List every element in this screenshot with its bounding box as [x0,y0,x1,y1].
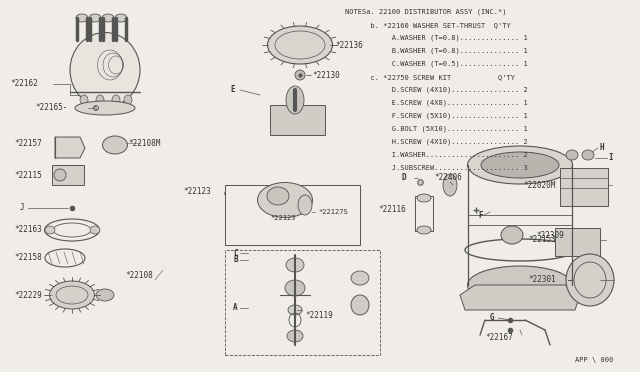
Ellipse shape [75,101,135,115]
Text: *22406: *22406 [434,173,461,183]
Text: *22127S: *22127S [318,209,348,215]
Bar [555,228,600,256]
Text: F.SCREW (5X10)................ 1: F.SCREW (5X10)................ 1 [345,113,528,119]
Text: *22115: *22115 [14,170,42,180]
Text: *22108M: *22108M [128,138,161,148]
Text: F: F [478,211,483,219]
Ellipse shape [80,95,88,105]
Text: A.WASHER (T=0.8).............. 1: A.WASHER (T=0.8).............. 1 [345,35,528,41]
Text: *22123: *22123 [270,215,296,221]
Polygon shape [460,285,580,310]
Text: b. *22160 WASHER SET-THRUST  Q'TY: b. *22160 WASHER SET-THRUST Q'TY [345,22,511,28]
Ellipse shape [76,14,88,22]
Ellipse shape [89,14,101,22]
Text: H.SCREW (4X10)................ 2: H.SCREW (4X10)................ 2 [345,139,528,145]
Ellipse shape [102,136,127,154]
Ellipse shape [501,226,523,244]
Bar [52,165,84,185]
Text: I: I [608,154,612,163]
Text: *22108: *22108 [125,270,153,279]
Ellipse shape [90,226,100,234]
Ellipse shape [96,95,104,105]
Text: *22158: *22158 [14,253,42,263]
Text: C: C [233,248,237,257]
Bar [225,250,380,355]
Text: H: H [600,144,605,153]
Ellipse shape [288,305,302,315]
Ellipse shape [582,150,594,160]
Text: D.SCREW (4X10)................ 2: D.SCREW (4X10)................ 2 [345,87,528,93]
Text: *22301: *22301 [528,276,556,285]
Ellipse shape [70,32,140,108]
Ellipse shape [112,95,120,105]
Text: *22309: *22309 [536,231,564,240]
Text: *22162: *22162 [10,80,38,89]
Text: E.SCREW (4X8)................. 1: E.SCREW (4X8)................. 1 [345,100,528,106]
Text: G: G [490,314,495,323]
Text: B: B [233,256,237,264]
Text: *22020M: *22020M [524,180,556,189]
Text: D: D [402,173,406,183]
Ellipse shape [286,258,304,272]
Ellipse shape [351,295,369,315]
Text: I.WASHER...................... 2: I.WASHER...................... 2 [345,152,528,158]
Text: NOTESa. 22100 DISTRIBUTOR ASSY (INC.*): NOTESa. 22100 DISTRIBUTOR ASSY (INC.*) [345,9,506,15]
Ellipse shape [102,14,114,22]
Ellipse shape [467,146,573,184]
Text: c. *22750 SCREW KIT           Q'TY: c. *22750 SCREW KIT Q'TY [345,74,515,80]
Text: E: E [230,86,235,94]
Ellipse shape [295,70,305,80]
Text: J.SUBSCREW.................... 3: J.SUBSCREW.................... 3 [345,165,528,171]
Text: *22136: *22136 [335,41,363,49]
Text: *22229: *22229 [14,291,42,299]
Ellipse shape [287,330,303,342]
Ellipse shape [566,254,614,306]
Bar [415,196,433,231]
Ellipse shape [467,266,573,304]
Text: *22123: *22123 [183,187,211,196]
Ellipse shape [417,194,431,202]
Ellipse shape [124,95,132,105]
Ellipse shape [285,280,305,296]
Ellipse shape [481,152,559,178]
Ellipse shape [96,289,114,301]
Text: A: A [233,304,237,312]
Ellipse shape [351,271,369,285]
Text: G.BOLT (5X10)................. 1: G.BOLT (5X10)................. 1 [345,126,528,132]
Ellipse shape [45,226,55,234]
Ellipse shape [417,226,431,234]
Ellipse shape [257,183,312,218]
Ellipse shape [54,169,66,181]
Bar [560,168,608,206]
Ellipse shape [115,14,127,22]
Bar [270,105,325,135]
Ellipse shape [286,86,304,114]
Text: *22130: *22130 [312,71,340,80]
Text: *22163: *22163 [14,225,42,234]
Polygon shape [55,137,85,158]
Bar [225,185,360,245]
Text: *22119: *22119 [305,311,333,320]
Ellipse shape [49,281,95,309]
Text: APP \ 000: APP \ 000 [575,357,613,363]
Ellipse shape [443,174,457,196]
Text: J: J [20,203,24,212]
Text: *22116: *22116 [378,205,406,215]
Ellipse shape [268,26,333,64]
Ellipse shape [298,195,312,215]
Text: *22157: *22157 [14,138,42,148]
Text: C.WASHER (T=0.5).............. 1: C.WASHER (T=0.5).............. 1 [345,61,528,67]
Text: *22153: *22153 [528,235,556,244]
Text: B.WASHER (T=0.8).............. 1: B.WASHER (T=0.8).............. 1 [345,48,528,54]
Text: *22165-: *22165- [35,103,67,112]
Text: S: S [94,106,97,112]
Ellipse shape [566,150,578,160]
Ellipse shape [267,187,289,205]
Text: *22167: *22167 [485,334,513,343]
